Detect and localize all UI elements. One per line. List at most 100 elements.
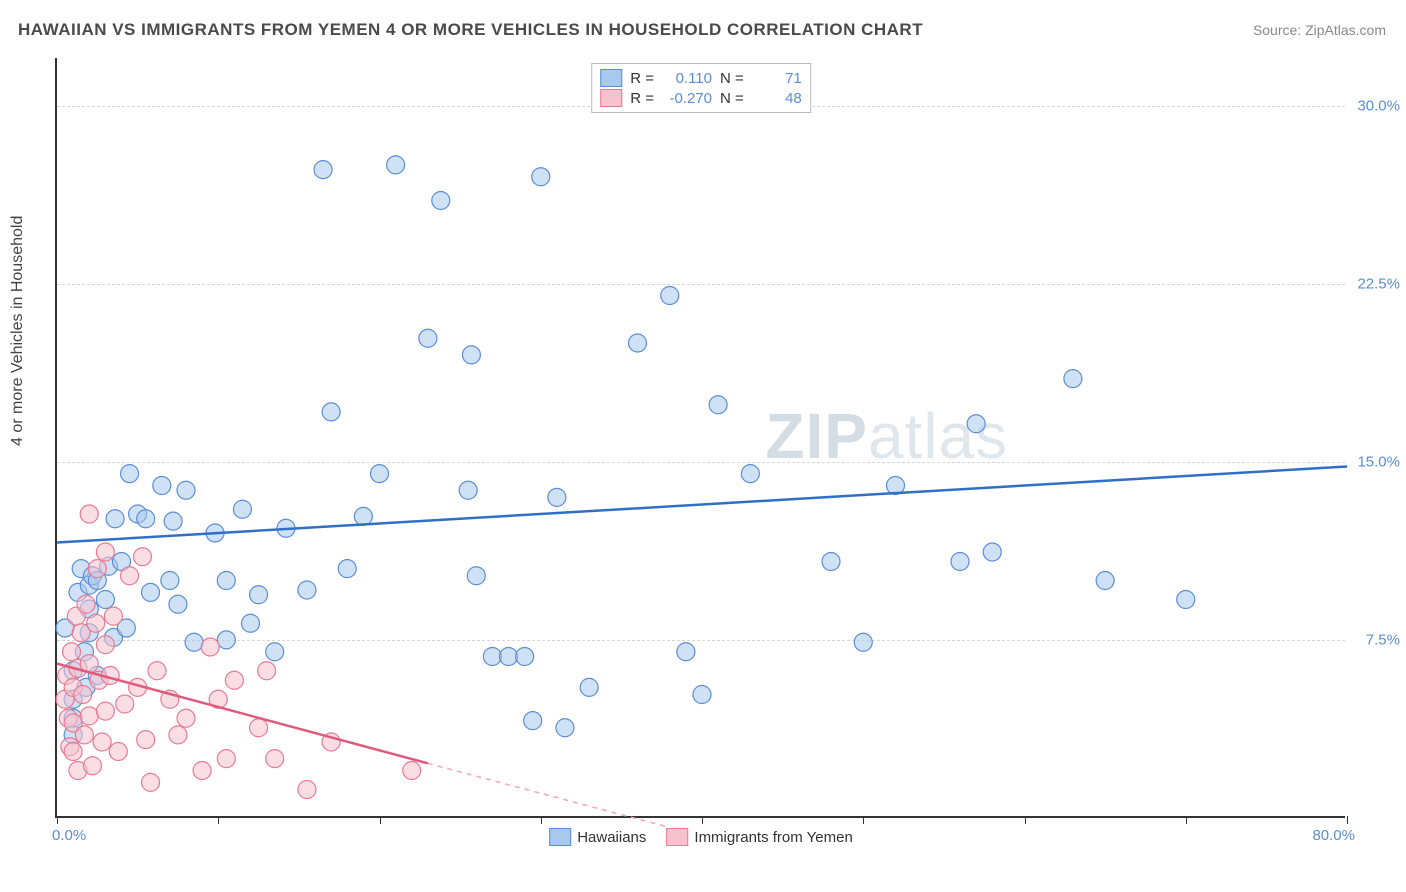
r-label: R = [630, 90, 654, 107]
data-point [104, 607, 122, 625]
data-point [983, 543, 1001, 561]
data-point [133, 548, 151, 566]
data-point [298, 581, 316, 599]
data-point [580, 678, 598, 696]
r-label: R = [630, 70, 654, 87]
y-tick-label: 30.0% [1357, 97, 1400, 114]
data-point [88, 560, 106, 578]
data-point [419, 329, 437, 347]
data-point [242, 614, 260, 632]
data-point [387, 156, 405, 174]
data-point [483, 648, 501, 666]
y-tick-label: 7.5% [1366, 631, 1400, 648]
chart-svg [57, 58, 1345, 816]
data-point [161, 572, 179, 590]
x-min-label: 0.0% [52, 827, 86, 844]
data-point [64, 743, 82, 761]
data-point [266, 643, 284, 661]
data-point [77, 595, 95, 613]
data-point [822, 553, 840, 571]
data-point [225, 671, 243, 689]
data-point [96, 702, 114, 720]
data-point [193, 762, 211, 780]
plot-area: ZIPatlas R = 0.110 N = 71 R = -0.270 N =… [55, 58, 1345, 818]
data-point [80, 505, 98, 523]
data-point [137, 731, 155, 749]
data-point [96, 591, 114, 609]
data-point [185, 633, 203, 651]
data-point [1177, 591, 1195, 609]
x-tick [218, 816, 219, 824]
data-point [516, 648, 534, 666]
data-point [741, 465, 759, 483]
data-point [137, 510, 155, 528]
data-point [75, 726, 93, 744]
y-tick-label: 15.0% [1357, 453, 1400, 470]
data-point [338, 560, 356, 578]
data-point [106, 510, 124, 528]
data-point [80, 707, 98, 725]
legend-item-yemen: Immigrants from Yemen [666, 828, 852, 846]
data-point [354, 507, 372, 525]
data-point [169, 595, 187, 613]
data-point [233, 500, 251, 518]
data-point [548, 488, 566, 506]
data-point [121, 567, 139, 585]
data-point [87, 614, 105, 632]
data-point [1064, 370, 1082, 388]
data-point [169, 726, 187, 744]
stats-row-pink: R = -0.270 N = 48 [600, 88, 802, 108]
data-point [250, 719, 268, 737]
n-value-blue: 71 [752, 70, 802, 87]
legend-label: Immigrants from Yemen [694, 829, 852, 846]
data-point [524, 712, 542, 730]
data-point [854, 633, 872, 651]
r-value-blue: 0.110 [662, 70, 712, 87]
source-label: Source: ZipAtlas.com [1253, 22, 1386, 38]
n-value-pink: 48 [752, 90, 802, 107]
y-axis-title: 4 or more Vehicles in Household [9, 216, 27, 446]
data-point [1096, 572, 1114, 590]
r-value-pink: -0.270 [662, 90, 712, 107]
x-max-label: 80.0% [1312, 827, 1355, 844]
x-tick [541, 816, 542, 824]
data-point [462, 346, 480, 364]
data-point [217, 750, 235, 768]
data-point [629, 334, 647, 352]
data-point [142, 583, 160, 601]
data-point [164, 512, 182, 530]
data-point [532, 168, 550, 186]
data-point [432, 192, 450, 210]
data-point [93, 733, 111, 751]
data-point [63, 643, 81, 661]
data-point [314, 161, 332, 179]
data-point [500, 648, 518, 666]
data-point [266, 750, 284, 768]
data-point [177, 481, 195, 499]
data-point [74, 686, 92, 704]
x-tick [380, 816, 381, 824]
data-point [693, 686, 711, 704]
data-point [83, 757, 101, 775]
data-point [459, 481, 477, 499]
data-point [142, 773, 160, 791]
data-point [96, 636, 114, 654]
swatch-pink-icon [666, 828, 688, 846]
data-point [951, 553, 969, 571]
x-tick [863, 816, 864, 824]
swatch-pink-icon [600, 89, 622, 107]
data-point [371, 465, 389, 483]
swatch-blue-icon [600, 69, 622, 87]
data-point [258, 662, 276, 680]
series-legend: Hawaiians Immigrants from Yemen [549, 828, 853, 846]
x-tick [702, 816, 703, 824]
n-label: N = [720, 70, 744, 87]
x-tick [1025, 816, 1026, 824]
data-point [201, 638, 219, 656]
x-tick [57, 816, 58, 824]
stats-row-blue: R = 0.110 N = 71 [600, 68, 802, 88]
legend-item-hawaiians: Hawaiians [549, 828, 646, 846]
chart-title: HAWAIIAN VS IMMIGRANTS FROM YEMEN 4 OR M… [18, 20, 923, 40]
y-tick-label: 22.5% [1357, 275, 1400, 292]
data-point [250, 586, 268, 604]
